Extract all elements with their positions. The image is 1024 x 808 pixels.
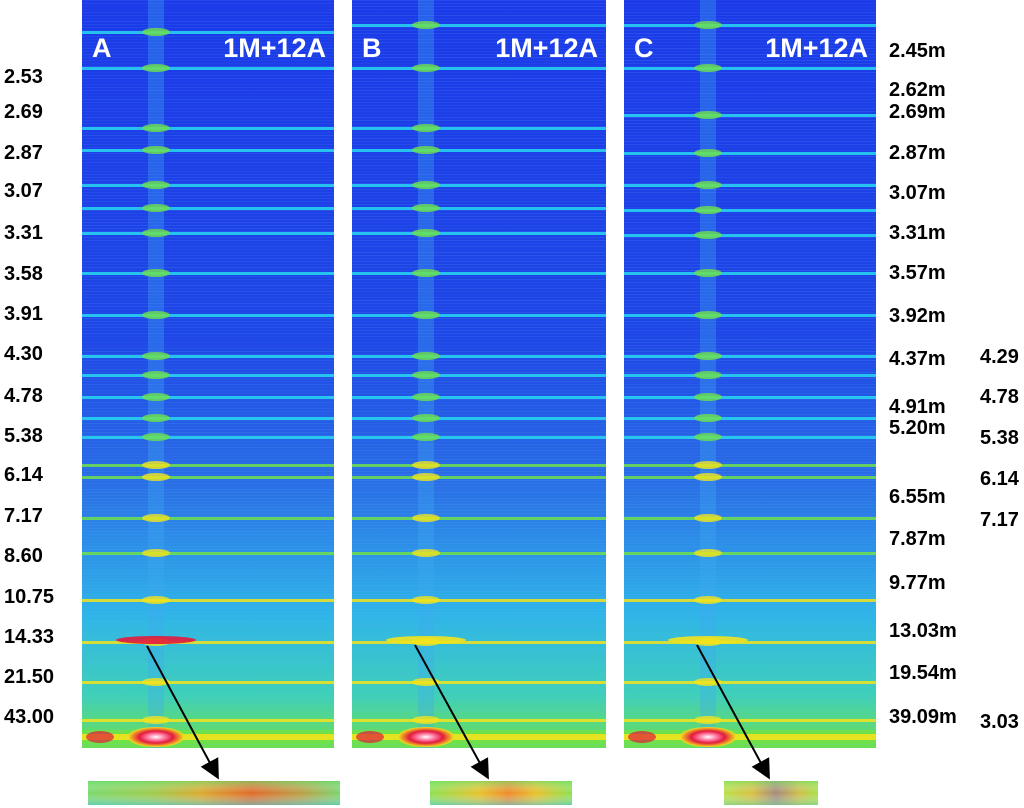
left-label: 4.30 xyxy=(4,343,43,365)
left-label: 8.60 xyxy=(4,545,43,567)
middle-label: 4.37m xyxy=(889,348,946,370)
middle-label: 3.07m xyxy=(889,182,946,204)
inset-strip-c xyxy=(724,781,818,805)
panel-tag-b: 1M+12A xyxy=(495,33,598,63)
left-label: 6.14 xyxy=(4,464,43,486)
middle-label: 2.69m xyxy=(889,101,946,123)
left-label: 2.53 xyxy=(4,66,43,88)
left-label: 2.69 xyxy=(4,101,43,123)
panel-b: B 1M+12A xyxy=(352,0,606,748)
panel-letter-c: C xyxy=(634,33,654,63)
panel-c: C 1M+12A xyxy=(624,0,876,748)
left-label: 10.75 xyxy=(4,586,55,608)
left-label: 7.17 xyxy=(4,505,43,527)
middle-label: 7.87m xyxy=(889,528,946,550)
middle-label: 3.31m xyxy=(889,222,946,244)
inset-strip-a xyxy=(88,781,340,805)
middle-label: 6.55m xyxy=(889,486,946,508)
right-label: 3.03 xyxy=(980,711,1019,733)
middle-label: 2.45m xyxy=(889,40,946,62)
diffraction-heatmap-c xyxy=(624,0,876,748)
middle-label: 9.77m xyxy=(889,572,946,594)
middle-label: 3.57m xyxy=(889,262,946,284)
left-label: 3.31 xyxy=(4,222,43,244)
left-label: 2.87 xyxy=(4,142,43,164)
left-label: 3.58 xyxy=(4,263,43,285)
right-label: 4.29 xyxy=(980,346,1019,368)
middle-label: 2.87m xyxy=(889,142,946,164)
right-label: 5.38 xyxy=(980,427,1019,449)
left-label: 3.91 xyxy=(4,303,43,325)
inset-b xyxy=(430,781,572,805)
middle-label: 19.54m xyxy=(889,662,957,684)
middle-label: 13.03m xyxy=(889,620,957,642)
left-label: 43.00 xyxy=(4,706,55,728)
left-label: 21.50 xyxy=(4,666,55,688)
middle-label: 3.92m xyxy=(889,305,946,327)
middle-label: 5.20m xyxy=(889,417,946,439)
panel-tag-a: 1M+12A xyxy=(223,33,326,63)
middle-label: 2.62m xyxy=(889,79,946,101)
panel-a: A 1M+12A xyxy=(82,0,334,748)
panel-tag-c: 1M+12A xyxy=(765,33,868,63)
left-label: 3.07 xyxy=(4,180,43,202)
right-label: 6.14 xyxy=(980,468,1019,490)
inset-strip-b xyxy=(430,781,572,805)
right-label: 7.17 xyxy=(980,509,1019,531)
middle-label: 39.09m xyxy=(889,706,957,728)
left-label: 4.78 xyxy=(4,385,43,407)
panel-letter-b: B xyxy=(362,33,382,63)
middle-label: 4.91m xyxy=(889,396,946,418)
diffraction-heatmap-a xyxy=(82,0,334,748)
left-label: 5.38 xyxy=(4,425,43,447)
right-label: 4.78 xyxy=(980,386,1019,408)
diffraction-heatmap-b xyxy=(352,0,606,748)
left-label: 14.33 xyxy=(4,626,55,648)
inset-a xyxy=(88,781,340,805)
inset-c xyxy=(724,781,818,805)
panel-letter-a: A xyxy=(92,33,112,63)
